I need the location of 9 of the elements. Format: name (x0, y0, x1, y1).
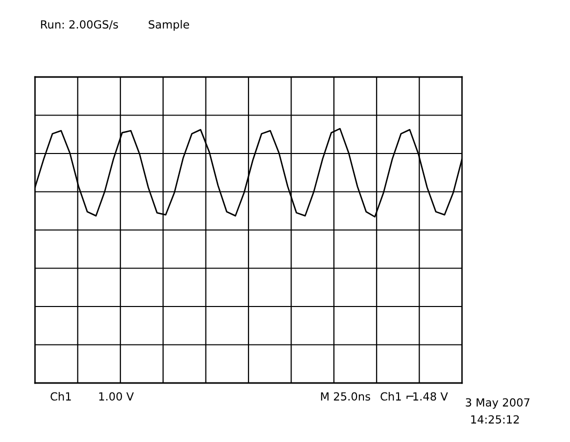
text: Run: 2.00GS/s (41, 20, 118, 30)
text: M 25.0ns (321, 392, 370, 401)
text: 14:25:12 (471, 415, 519, 424)
text: Sample (148, 20, 190, 31)
text: 1.48 V (413, 392, 448, 401)
text: Ch1 (50, 392, 71, 401)
text: 3 May 2007 (466, 398, 530, 409)
text: 1.00 V (99, 392, 134, 401)
text: Ch1 ⌐ (380, 392, 414, 401)
